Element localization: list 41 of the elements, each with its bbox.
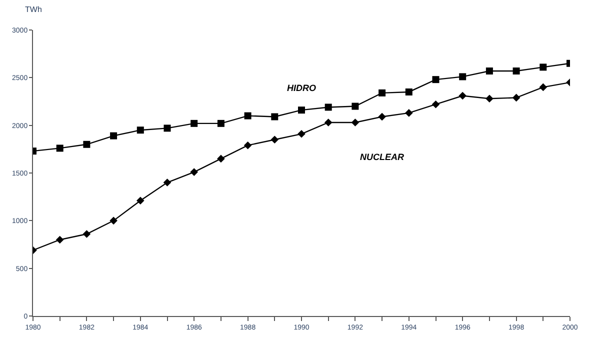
point bbox=[244, 112, 252, 120]
point bbox=[432, 100, 440, 108]
point bbox=[190, 168, 198, 176]
point bbox=[298, 106, 305, 114]
point bbox=[56, 144, 64, 152]
y-axis-title: TWh bbox=[25, 5, 42, 14]
point bbox=[486, 67, 493, 74]
point bbox=[405, 88, 412, 96]
point bbox=[458, 92, 466, 100]
point bbox=[298, 130, 306, 138]
point bbox=[271, 113, 278, 120]
point bbox=[352, 102, 359, 110]
point bbox=[351, 118, 360, 126]
point bbox=[110, 132, 118, 140]
point bbox=[217, 154, 225, 163]
point bbox=[164, 124, 171, 132]
point bbox=[56, 236, 64, 244]
point bbox=[110, 216, 118, 225]
point bbox=[217, 120, 224, 127]
point bbox=[378, 89, 386, 96]
series-label: HIDRO bbox=[287, 83, 316, 93]
point bbox=[244, 141, 252, 150]
point bbox=[270, 136, 279, 144]
point bbox=[82, 230, 91, 238]
point bbox=[324, 104, 332, 111]
point bbox=[405, 109, 413, 117]
point bbox=[486, 94, 494, 103]
point bbox=[512, 67, 520, 74]
point bbox=[540, 64, 547, 71]
point bbox=[539, 83, 548, 92]
point bbox=[190, 120, 198, 127]
point bbox=[512, 94, 520, 102]
point bbox=[136, 196, 144, 205]
point bbox=[83, 140, 90, 148]
text: NUCLEAR bbox=[360, 152, 404, 162]
point bbox=[459, 73, 466, 80]
point bbox=[163, 178, 172, 186]
point bbox=[324, 118, 332, 126]
point bbox=[136, 126, 144, 134]
point bbox=[378, 112, 386, 121]
point bbox=[432, 76, 440, 84]
